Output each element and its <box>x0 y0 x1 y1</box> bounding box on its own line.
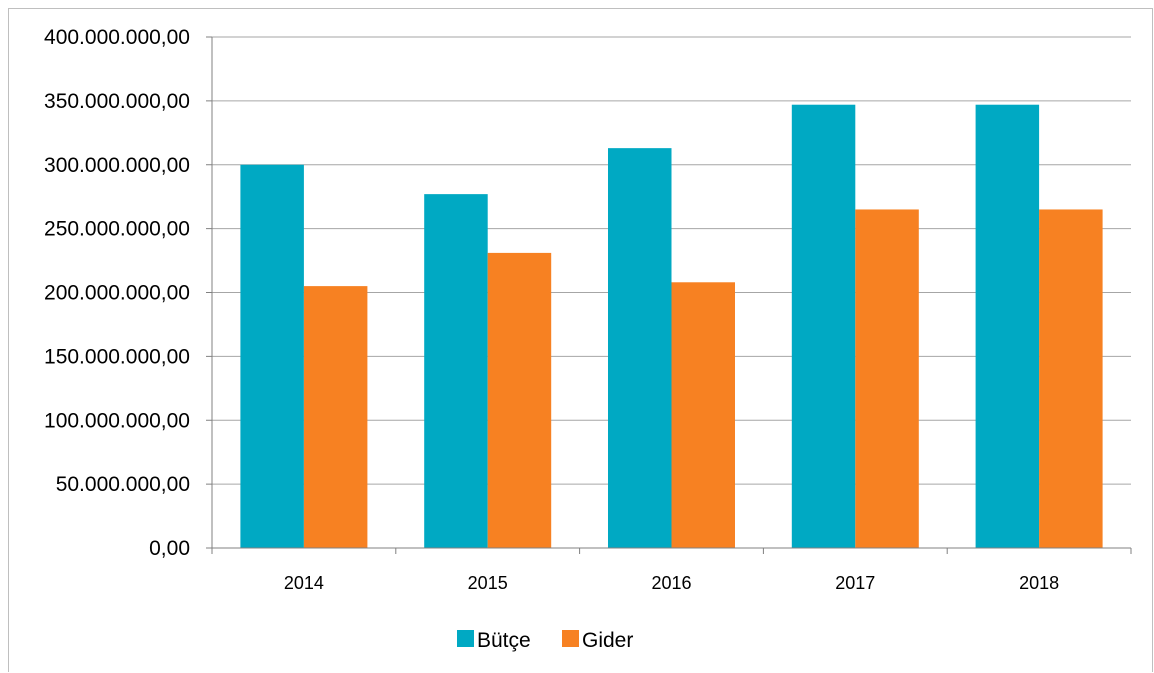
y-tick-label: 100.000.000,00 <box>44 409 190 432</box>
legend: Bütçe Gider <box>457 629 633 652</box>
x-axis <box>211 547 1132 554</box>
bar-b-t-e-2017 <box>791 104 856 549</box>
bar-gider-2017 <box>855 209 919 548</box>
bar-b-t-e-2018 <box>975 104 1040 549</box>
legend-swatch <box>457 630 474 647</box>
bar-gider-2018 <box>1039 209 1103 548</box>
bar-gider-2016 <box>671 282 735 548</box>
bars <box>240 104 1103 549</box>
y-tick-label: 0,00 <box>149 537 190 560</box>
bar-b-t-e-2014 <box>240 164 304 548</box>
bar-b-t-e-2015 <box>424 194 488 548</box>
y-tick-label: 300.000.000,00 <box>44 154 190 177</box>
x-tick-label: 2016 <box>651 573 691 593</box>
x-tick-label: 2015 <box>468 573 508 593</box>
y-tick-label: 250.000.000,00 <box>44 218 190 241</box>
y-axis-tick-labels: 0,00 50.000.000,00 100.000.000,00 150.000.0… <box>44 26 190 560</box>
legend-label: Bütçe <box>477 629 531 652</box>
x-axis-tick-labels: 2014 2015 2016 2017 2018 <box>284 573 1059 593</box>
legend-swatch <box>562 630 579 647</box>
legend-label: Gider <box>582 629 633 652</box>
bar-gider-2014 <box>303 286 368 548</box>
y-tick-label: 200.000.000,00 <box>44 282 190 305</box>
bar-gider-2015 <box>487 252 552 548</box>
y-tick-label: 400.000.000,00 <box>44 26 190 49</box>
y-tick-label: 150.000.000,00 <box>44 345 190 368</box>
y-tick-label: 50.000.000,00 <box>56 473 190 496</box>
x-tick-label: 2014 <box>284 573 324 593</box>
x-tick-label: 2017 <box>835 573 875 593</box>
y-tick-label: 350.000.000,00 <box>44 90 190 113</box>
chart-frame <box>8 8 1153 672</box>
x-tick-label: 2018 <box>1019 573 1059 593</box>
bar-b-t-e-2016 <box>608 148 672 548</box>
